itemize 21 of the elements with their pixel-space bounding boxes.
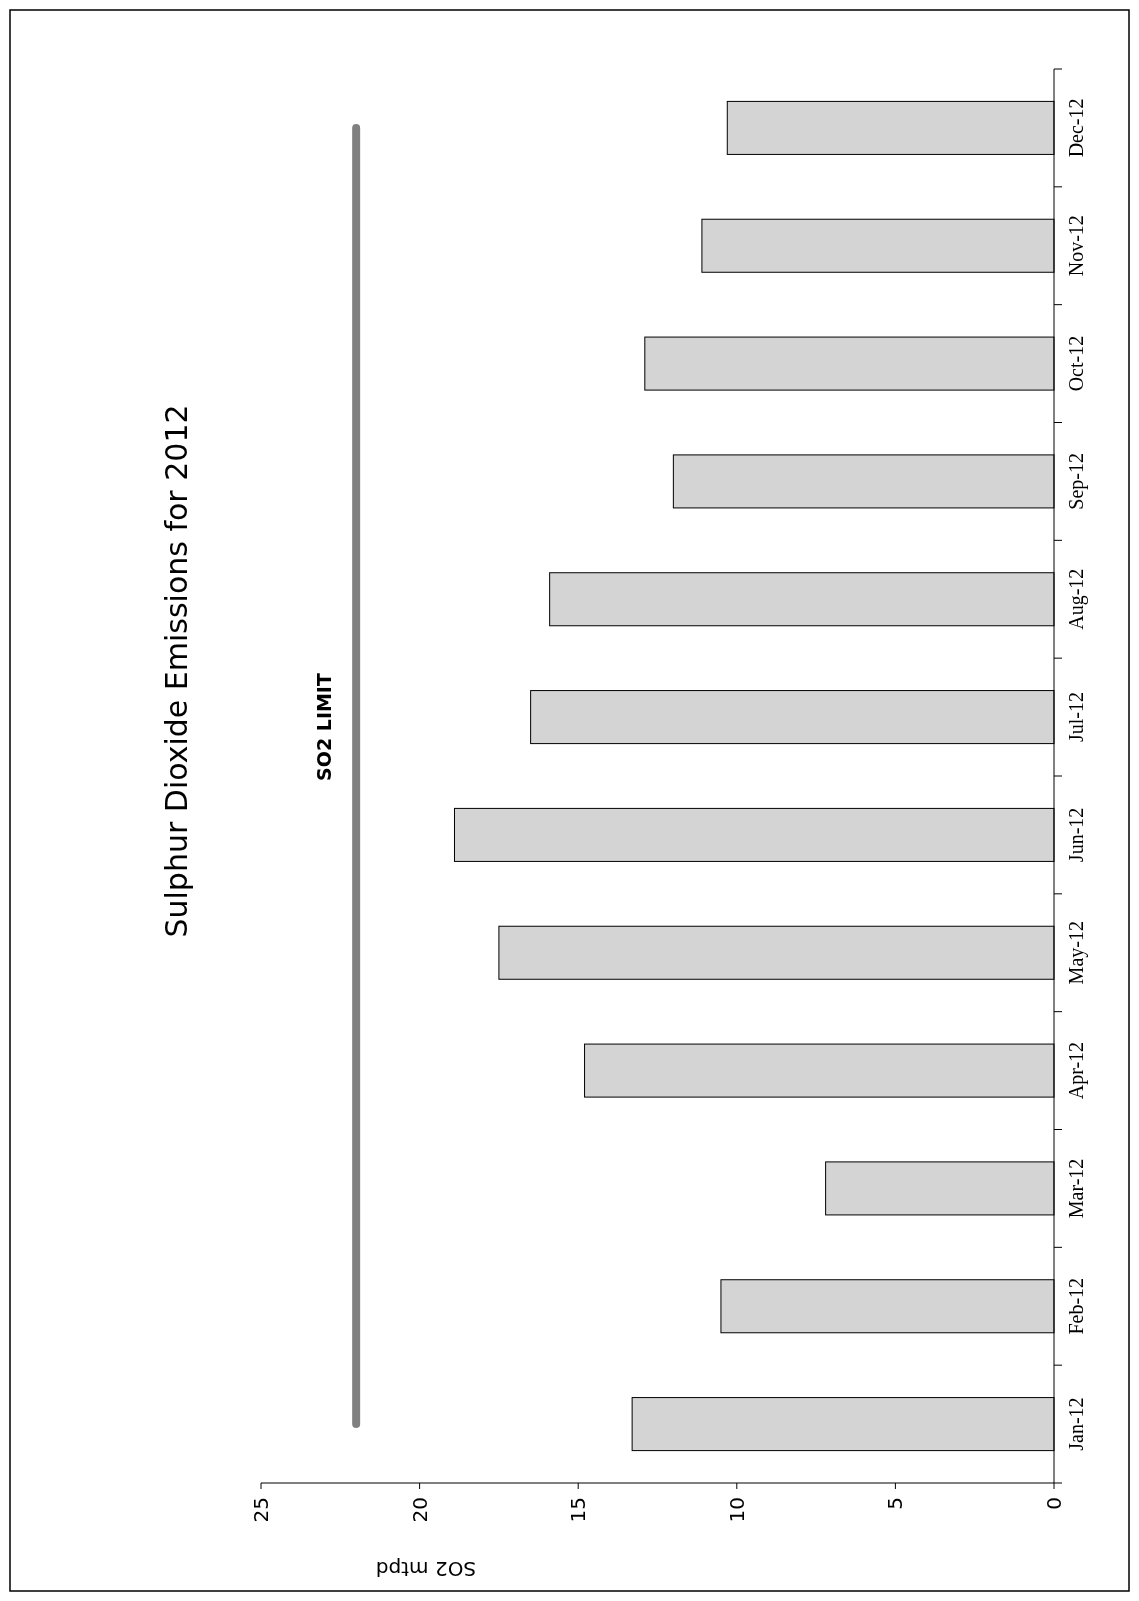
text: Sulphur Dioxide Emissions for 2012 — [158, 404, 194, 938]
x-tick-label: 5 — [883, 1497, 908, 1510]
x-tick-label: 0 — [1042, 1497, 1066, 1510]
x-tick-label: 20 — [407, 1497, 432, 1523]
x-tick-label: 25 — [249, 1497, 273, 1523]
ref-line-label: SO2 LIMIT — [312, 673, 335, 781]
y-tick-label: Jan-12 — [1065, 1397, 1087, 1451]
y-tick-label: Apr-12 — [1065, 1041, 1088, 1100]
x-axis-title: SO2 mtpd — [375, 1557, 477, 1581]
x-tick-label: 10 — [724, 1497, 749, 1523]
y-tick-label: Jul-12 — [1065, 692, 1087, 743]
y-tick-label: Oct-12 — [1065, 335, 1087, 392]
y-tick-label: Aug-12 — [1065, 568, 1088, 630]
y-tick-label: Sep-12 — [1065, 453, 1088, 510]
y-tick-label: Mar-12 — [1065, 1158, 1087, 1219]
x-tick-label: 15 — [566, 1497, 591, 1523]
y-tick-label: Nov-12 — [1065, 215, 1087, 277]
y-tick-label: May-12 — [1065, 921, 1088, 985]
y-tick-label: Feb-12 — [1065, 1277, 1087, 1335]
y-tick-label: Dec-12 — [1065, 98, 1087, 158]
y-tick-label: Jun-12 — [1065, 807, 1087, 863]
